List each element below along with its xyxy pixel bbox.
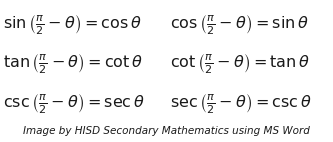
- Text: $\cot\left(\frac{\pi}{2}-\theta\right)=\tan\theta$: $\cot\left(\frac{\pi}{2}-\theta\right)=\…: [170, 52, 310, 76]
- Text: $\tan\left(\frac{\pi}{2}-\theta\right)=\cot\theta$: $\tan\left(\frac{\pi}{2}-\theta\right)=\…: [3, 52, 143, 76]
- Text: $\cos\left(\frac{\pi}{2}-\theta\right)=\sin\theta$: $\cos\left(\frac{\pi}{2}-\theta\right)=\…: [170, 14, 309, 37]
- Text: Image by HISD Secondary Mathematics using MS Word: Image by HISD Secondary Mathematics usin…: [23, 126, 310, 136]
- Text: $\sec\left(\frac{\pi}{2}-\theta\right)=\csc\theta$: $\sec\left(\frac{\pi}{2}-\theta\right)=\…: [170, 92, 312, 115]
- Text: $\sin\left(\frac{\pi}{2}-\theta\right)=\cos\theta$: $\sin\left(\frac{\pi}{2}-\theta\right)=\…: [3, 14, 142, 37]
- Text: $\csc\left(\frac{\pi}{2}-\theta\right)=\sec\theta$: $\csc\left(\frac{\pi}{2}-\theta\right)=\…: [3, 92, 145, 115]
